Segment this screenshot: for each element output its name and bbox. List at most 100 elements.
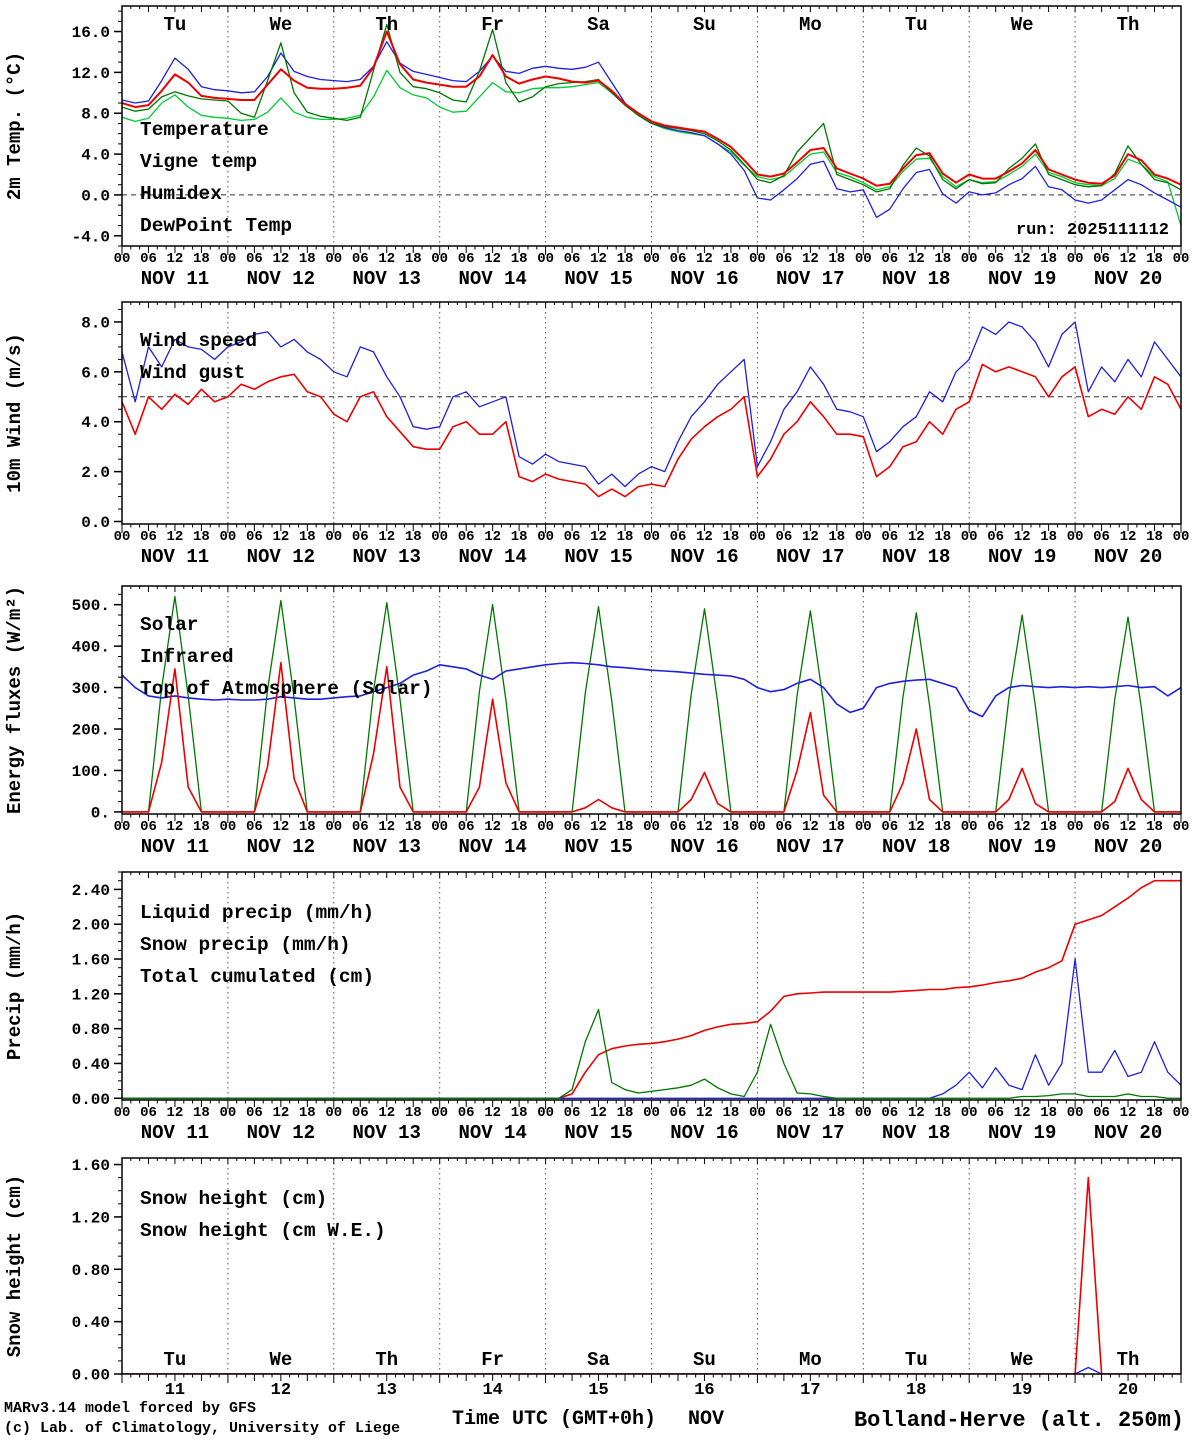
x-hour-label: 12	[590, 251, 607, 267]
legend-humidex: Humidex	[140, 183, 222, 205]
x-hour-label: 00	[114, 1105, 131, 1121]
x-hour-label: 18	[193, 819, 210, 835]
x-hour-label: 12	[1014, 819, 1031, 835]
x-hour-label: 00	[219, 251, 236, 267]
x-day-label: NOV 13	[353, 268, 421, 290]
x-day-label: NOV 15	[564, 836, 632, 858]
day-gridlines	[227, 586, 1076, 814]
panel-precip: 0.00 0.40 0.80 1.20 1.60 2.00 2.40 00 06 12 18 00 06…	[4, 871, 1189, 1144]
x-hour-label: 00	[1173, 251, 1190, 267]
x-hour-label: 06	[881, 1105, 898, 1121]
x-hour-label: 06	[987, 819, 1004, 835]
x-day-label: NOV 16	[670, 836, 738, 858]
y-tick-label: 400.	[72, 639, 110, 657]
weekday-label: We	[269, 1349, 292, 1371]
x-hour-label: 18	[723, 819, 740, 835]
x-hour-label: 00	[1067, 819, 1084, 835]
day-gridlines	[227, 872, 1076, 1100]
x-hour-label: 18	[299, 1105, 316, 1121]
y-axis-title: Energy fluxes (W/m²)	[4, 586, 26, 814]
x-hour-label: 12	[590, 1105, 607, 1121]
x-day-label: NOV 20	[1094, 546, 1162, 568]
x-hour-label: 12	[696, 819, 713, 835]
weekday-label: Fr	[481, 14, 504, 36]
weekday-label: Mo	[799, 1349, 822, 1371]
x-hour-label: 06	[140, 819, 157, 835]
x-hour-label: 06	[458, 529, 475, 545]
y-tick-label: 0.0	[81, 514, 110, 532]
x-day-label: NOV 11	[141, 268, 209, 290]
plot-border	[121, 585, 1182, 815]
y-tick-label: 0.40	[72, 1314, 110, 1332]
footer-time-axis-label: Time UTC (GMT+0h)	[452, 1408, 656, 1431]
x-day-label: NOV 18	[882, 1122, 950, 1144]
legend-snow-precip-mm-h: Snow precip (mm/h)	[140, 934, 351, 956]
series-wind-gust-line	[122, 321, 1181, 488]
x-day-number: 16	[694, 1381, 714, 1400]
x-hour-label: 12	[484, 529, 501, 545]
x-hour-label: 12	[167, 819, 184, 835]
x-hour-label: 06	[564, 529, 581, 545]
x-day-label: NOV 19	[988, 836, 1056, 858]
x-day-number: 14	[482, 1381, 502, 1400]
weekday-label: Su	[693, 1349, 716, 1371]
x-hour-label: 12	[1014, 529, 1031, 545]
y-tick-label: 4.0	[81, 414, 110, 432]
x-day-label: NOV 12	[247, 268, 315, 290]
run-label: run: 2025111112	[1016, 221, 1169, 240]
y-tick-label: 100.	[72, 763, 110, 781]
y-axis-title: Snow height (cm)	[4, 1175, 26, 1357]
x-hour-label: 12	[1014, 1105, 1031, 1121]
x-hour-label: 06	[352, 819, 369, 835]
panel-temperature: -4.0 0.0 4.0 8.0 12.0 16.0 00 06 12 18 00 06 12 18 00 0…	[4, 5, 1190, 290]
x-hour-label: 12	[378, 819, 395, 835]
x-hour-label: 12	[908, 251, 925, 267]
x-hour-label: 18	[511, 251, 528, 267]
footer-station-label: Bolland-Herve (alt. 250m)	[854, 1408, 1184, 1433]
x-hour-label: 06	[458, 251, 475, 267]
x-hour-label: 12	[590, 819, 607, 835]
x-hour-label: 06	[1093, 1105, 1110, 1121]
x-hour-label: 00	[114, 529, 131, 545]
x-hour-label: 06	[352, 529, 369, 545]
y-tick-label: 0.80	[72, 1021, 110, 1039]
x-day-label: NOV 18	[882, 836, 950, 858]
x-hour-label: 18	[1040, 1105, 1057, 1121]
y-tick-label: 1.60	[72, 1157, 110, 1175]
x-day-label: NOV 14	[458, 546, 526, 568]
y-tick-label: 500.	[72, 597, 110, 615]
x-axis-ticks	[121, 586, 1182, 823]
x-hour-label: 00	[749, 529, 766, 545]
x-day-label: NOV 19	[988, 1122, 1056, 1144]
x-hour-label: 00	[537, 251, 554, 267]
x-hour-label: 00	[114, 251, 131, 267]
x-day-label: NOV 15	[564, 1122, 632, 1144]
x-hour-label: 00	[325, 1105, 342, 1121]
x-hour-label: 12	[802, 819, 819, 835]
legend-wind-speed: Wind speed	[140, 330, 257, 352]
weekday-label: Sa	[587, 1349, 610, 1371]
weekday-label: Su	[693, 14, 716, 36]
x-hour-label: 00	[431, 1105, 448, 1121]
weekday-label: Fr	[481, 1349, 504, 1371]
y-tick-label: 0.0	[81, 187, 110, 205]
y-tick-label: 1.20	[72, 1209, 110, 1227]
x-hour-label: 06	[881, 529, 898, 545]
x-hour-label: 06	[352, 251, 369, 267]
x-day-label: NOV 17	[776, 1122, 844, 1144]
weekday-label: Tu	[905, 1349, 928, 1371]
legend-total-cumulated-cm: Total cumulated (cm)	[140, 966, 374, 988]
y-tick-label: 4.0	[81, 147, 110, 165]
x-hour-label: 12	[696, 251, 713, 267]
series-group	[122, 595, 1181, 813]
x-day-number: 17	[800, 1381, 820, 1400]
x-hour-label: 18	[617, 251, 634, 267]
x-day-label: NOV 15	[564, 546, 632, 568]
x-day-label: NOV 20	[1094, 268, 1162, 290]
weekday-label: We	[269, 14, 292, 36]
x-hour-label: 18	[299, 819, 316, 835]
x-hour-label: 00	[431, 251, 448, 267]
x-hour-label: 00	[855, 529, 872, 545]
y-axis-ticks	[114, 1163, 122, 1375]
legend-dewpoint-temp: DewPoint Temp	[140, 215, 292, 237]
